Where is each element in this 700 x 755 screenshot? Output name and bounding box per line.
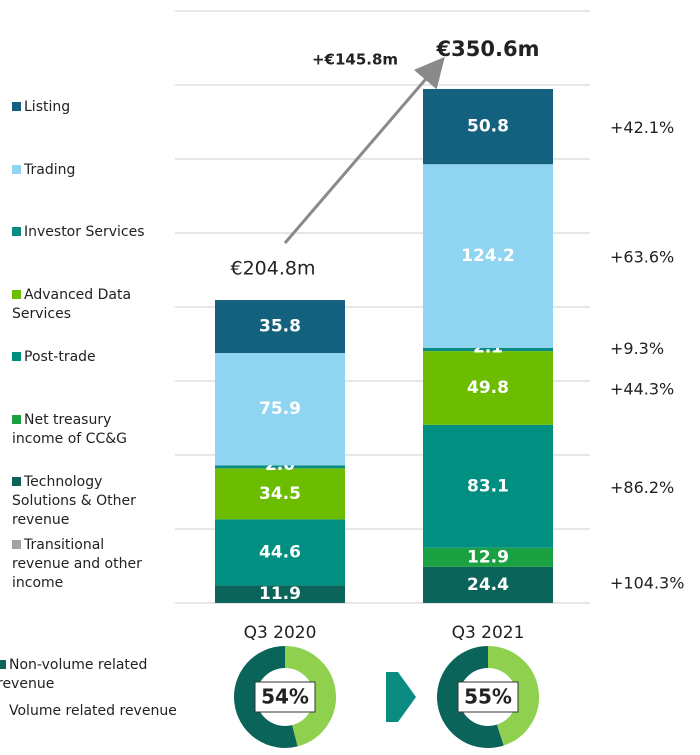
legend-marker (12, 227, 21, 236)
donut-label: 55% (464, 685, 512, 709)
growth-label: +63.6% (610, 248, 674, 267)
legend-label: Investor Services (24, 224, 145, 240)
data-label: 83.1 (467, 476, 509, 496)
bar-segment (215, 465, 345, 469)
data-label: 44.6 (259, 542, 301, 562)
legend-marker (0, 706, 6, 715)
data-label: 11.9 (259, 584, 301, 604)
data-label: 49.8 (467, 378, 509, 398)
legend-label: Transitional revenue and other income (12, 537, 142, 591)
legend-item: Technology Solutions & Other revenue (12, 473, 162, 530)
donut-label: 54% (261, 685, 309, 709)
legend-marker (12, 540, 21, 549)
legend-label: Volume related revenue (9, 703, 177, 719)
data-label: 24.4 (467, 575, 509, 595)
legend-item: Volume related revenue (0, 702, 197, 721)
legend-marker (12, 165, 21, 174)
chevron (386, 672, 416, 722)
bar-segment (215, 300, 345, 354)
legend-label: Technology Solutions & Other revenue (12, 474, 136, 528)
legend-marker (12, 415, 21, 424)
legend-marker (12, 290, 21, 299)
data-label: 34.5 (259, 484, 301, 504)
donut-segment (487, 646, 539, 746)
donut-label-box (457, 681, 519, 713)
bar-segment (423, 164, 553, 348)
growth-label: +42.1% (610, 118, 674, 137)
total-label: €350.6m (436, 37, 540, 61)
legend-marker (12, 477, 21, 486)
legend-item: Post-trade (12, 348, 162, 367)
bar-segment (423, 566, 553, 603)
total-label: €204.8m (231, 258, 316, 280)
x-tick-label: Q3 2021 (452, 623, 525, 643)
legend-label: Net treasury income of CC&G (12, 412, 127, 447)
data-label: 50.8 (467, 117, 509, 137)
legend-item: Advanced Data Services (12, 286, 162, 324)
data-label: 35.8 (259, 317, 301, 337)
x-tick-label: Q3 2020 (244, 623, 317, 643)
change-arrow (283, 56, 445, 244)
data-label: 124.2 (461, 246, 515, 266)
legend-item: Listing (12, 98, 162, 117)
legend-marker (12, 102, 21, 111)
legend-label: Advanced Data Services (12, 287, 132, 322)
legend-item: Non-volume related revenue (0, 656, 197, 694)
legend-label: Non-volume related revenue (0, 657, 148, 692)
data-label: 12.9 (467, 547, 509, 567)
legend-marker (12, 352, 21, 361)
bar-segment (215, 353, 345, 466)
growth-label: +104.3% (610, 574, 684, 593)
donut-label-box (254, 681, 316, 713)
bar-segment (423, 547, 553, 567)
bar-segment (215, 468, 345, 520)
legend-item: Investor Services (12, 223, 162, 242)
bar-segment (423, 88, 553, 165)
legend-item: Net treasury income of CC&G (12, 411, 162, 449)
legend-item: Trading (12, 161, 162, 180)
legend-label: Trading (24, 162, 76, 178)
growth-label: +44.3% (610, 379, 674, 398)
legend-label: Listing (24, 99, 71, 115)
donut-segment (284, 646, 336, 747)
bar-segment (215, 585, 345, 603)
bar-segment (215, 519, 345, 586)
legend-marker (0, 660, 6, 669)
bar-segment (423, 347, 553, 352)
growth-label: +9.3% (610, 339, 664, 358)
data-label: 75.9 (259, 399, 301, 419)
growth-label: +86.2% (610, 478, 674, 497)
legend-label: Post-trade (24, 349, 96, 365)
bar-segment (423, 351, 553, 425)
bar-segment (423, 424, 553, 548)
donut-segment (437, 646, 504, 748)
change-label: +€145.8m (312, 51, 398, 69)
legend-item: Transitional revenue and other income (12, 536, 162, 593)
donut-segment (234, 646, 298, 748)
